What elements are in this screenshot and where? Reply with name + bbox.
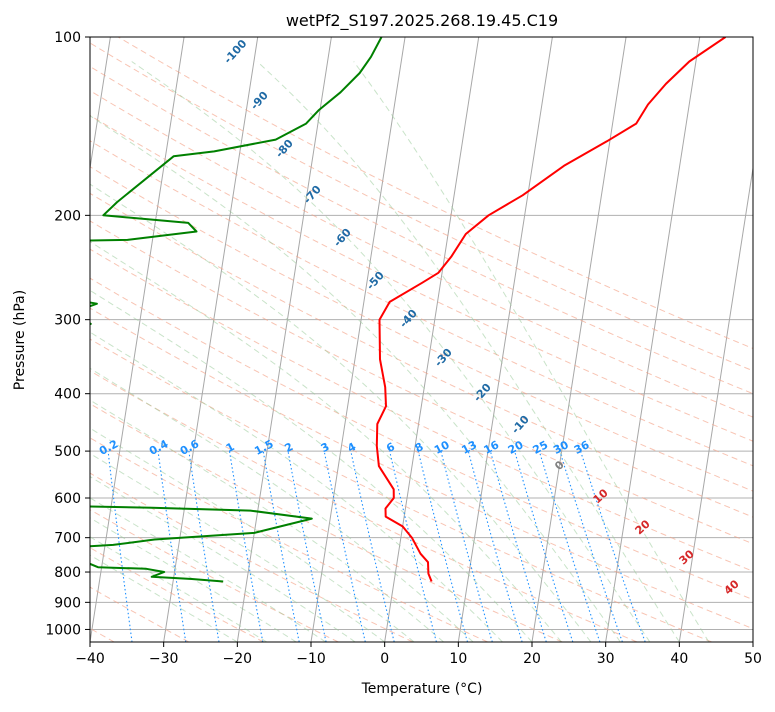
mixing-ratio-line <box>389 450 437 642</box>
dewpoint-profile-line <box>90 37 383 583</box>
x-tick-label: 40 <box>670 651 688 667</box>
mixing-ratio-label: 16 <box>482 438 502 457</box>
moist-adiabat <box>90 427 415 642</box>
mixing-ratio-line <box>107 451 133 642</box>
moist-adiabat <box>90 241 562 642</box>
dry-adiabat <box>90 403 563 642</box>
y-tick-label: 400 <box>54 387 81 403</box>
temperature-profile-line <box>375 37 727 582</box>
x-tick-label: 20 <box>523 651 541 667</box>
mixing-ratio-label: 36 <box>572 438 592 457</box>
x-tick-label: −10 <box>296 651 326 667</box>
background-lines <box>90 37 753 642</box>
moist-adiabat <box>90 115 621 642</box>
y-tick-label: 800 <box>54 565 81 581</box>
x-tick-label: 50 <box>744 651 762 667</box>
plot-frame <box>89 36 754 643</box>
mixing-ratio-label: 25 <box>531 438 551 457</box>
mixing-ratio-line <box>489 450 547 642</box>
mixing-ratio-label: 10 <box>432 438 452 457</box>
x-tick-label: −20 <box>223 651 253 667</box>
mixing-ratio-line <box>287 450 327 642</box>
y-tick-label: 600 <box>54 491 81 507</box>
x-axis: −40 −30 −20 −10 0 10 20 30 40 50 <box>75 642 762 667</box>
isotherm-gridline <box>236 37 332 642</box>
dry-adiabat <box>90 370 638 642</box>
mixing-ratio-label: 20 <box>506 438 526 457</box>
x-tick-label: 0 <box>380 651 389 667</box>
chart-title: wetPf2_S197.2025.268.19.45.C19 <box>286 11 558 31</box>
moist-adiabat <box>131 61 651 642</box>
mixing-ratio-line <box>417 450 469 642</box>
mixing-ratio-line <box>350 450 395 642</box>
dry-adiabat <box>90 509 339 642</box>
y-tick-label: 700 <box>54 531 81 547</box>
x-tick-label: −40 <box>75 651 105 667</box>
moist-adiabat <box>90 554 238 642</box>
dry-adiabat <box>90 140 753 467</box>
dry-adiabat <box>90 166 753 492</box>
y-tick-label: 500 <box>54 444 81 460</box>
dry-adiabat <box>90 248 753 572</box>
mixing-ratio-line <box>467 450 523 642</box>
moist-adiabat <box>90 536 268 642</box>
moist-adiabat <box>90 452 385 642</box>
dry-adiabat <box>90 277 753 601</box>
mixing-ratio-line <box>157 451 187 642</box>
isotherm-gridline <box>678 164 753 642</box>
x-axis-label: Temperature (°C) <box>361 681 483 697</box>
mixing-ratio-line <box>262 451 300 642</box>
moist-adiabat <box>90 367 474 642</box>
x-tick-label: 30 <box>597 651 615 667</box>
y-axis-label: Pressure (hPa) <box>12 290 28 390</box>
dry-adiabat <box>90 192 753 518</box>
mixing-ratio-line <box>559 450 623 642</box>
mixing-ratio-line <box>188 451 220 642</box>
x-tick-label: −30 <box>149 651 179 667</box>
profile-series <box>90 37 727 583</box>
y-tick-label: 300 <box>54 313 81 329</box>
isotherm-gridline <box>605 37 701 642</box>
moist-adiabat <box>90 331 503 642</box>
mixing-ratio-line <box>323 450 366 642</box>
isotherm-gridline <box>384 37 480 642</box>
isotherm-gridline <box>310 37 406 642</box>
x-tick-label: 10 <box>449 651 467 667</box>
y-tick-label: 200 <box>54 208 81 224</box>
mixing-ratio-line <box>538 450 601 642</box>
mixing-ratio-line <box>514 450 574 642</box>
mixing-ratio-line <box>440 450 493 642</box>
dry-adiabat <box>90 42 753 372</box>
mixing-ratio-label: 13 <box>459 438 479 457</box>
moist-adiabat <box>90 475 356 642</box>
isotherm-gridline <box>90 37 111 172</box>
y-tick-label: 900 <box>54 595 81 611</box>
dry-adiabat <box>90 307 753 630</box>
y-tick-label: 1000 <box>45 622 81 638</box>
dry-adiabat <box>90 547 264 642</box>
mixing-ratio-label: 30 <box>551 438 571 457</box>
moist-adiabat <box>256 61 680 642</box>
mixing-ratio-line <box>580 450 646 642</box>
isotherm-gridline <box>90 37 185 642</box>
y-tick-label: 100 <box>54 30 81 46</box>
isotherm-gridline <box>163 37 259 642</box>
dry-adiabat <box>90 114 753 442</box>
moist-adiabat <box>90 399 444 642</box>
moist-adiabat <box>90 183 592 642</box>
y-axis: 100 200 300 400 500 600 700 800 900 1000 <box>45 30 90 638</box>
